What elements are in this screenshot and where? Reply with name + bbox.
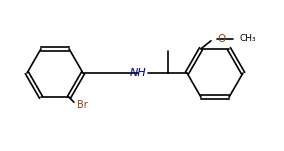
Text: Br: Br (77, 100, 88, 110)
Text: NH: NH (130, 68, 146, 78)
Text: CH₃: CH₃ (240, 34, 257, 43)
Text: O: O (217, 34, 225, 44)
